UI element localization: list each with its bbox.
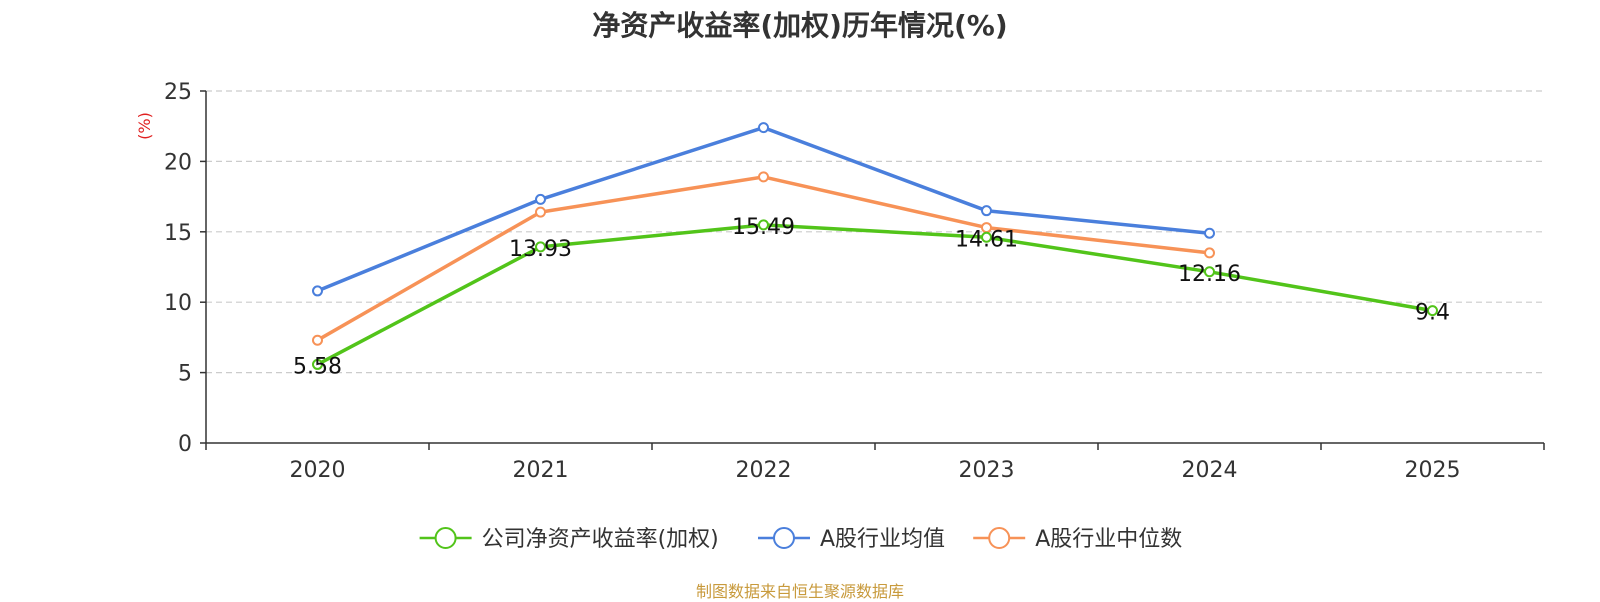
legend-item[interactable]: A股行业中位数 (973, 527, 1182, 552)
y-tick-label: 5 (178, 362, 192, 387)
data-point (535, 241, 546, 253)
y-tick-label: 10 (164, 291, 192, 316)
data-label: 9.4 (1415, 301, 1450, 326)
source-note: 制图数据来自恒生聚源数据库 (695, 582, 904, 601)
x-tick-label: 2025 (1405, 458, 1461, 483)
legend[interactable]: 公司净资产收益率(加权) A股行业均值 A股行业中位数 (419, 527, 1183, 552)
series-line (315, 175, 1212, 342)
y-tick-label: 20 (164, 150, 192, 175)
legend-label: A股行业均值 (820, 527, 945, 552)
legend-circle-icon (773, 527, 795, 549)
x-tick-label: 2021 (513, 458, 569, 483)
x-tick-label: 2020 (290, 458, 346, 483)
gridlines (206, 90, 1544, 374)
data-point (981, 205, 992, 217)
legend-label: 公司净资产收益率(加权) (482, 527, 719, 552)
data-point (1204, 247, 1215, 259)
chart-title: 净资产收益率(加权)历年情况(%) (592, 9, 1008, 42)
data-point (1204, 266, 1215, 278)
x-tick-label: 2024 (1182, 458, 1238, 483)
y-tick-label: 15 (164, 221, 192, 246)
data-labels: 5.58 13.93 15.49 14.61 12.16 9.4 (293, 215, 1450, 380)
data-point (758, 219, 769, 231)
data-point (1204, 227, 1215, 239)
data-label: 14.61 (955, 227, 1018, 252)
data-point (758, 171, 769, 183)
data-point (312, 358, 323, 370)
x-tick-label: 2022 (736, 458, 792, 483)
legend-label: A股行业中位数 (1035, 527, 1182, 552)
y-tick-label: 0 (178, 432, 192, 457)
data-point (535, 206, 546, 218)
y-tick-label: 25 (164, 80, 192, 105)
x-tick-label: 2023 (959, 458, 1015, 483)
data-label: 13.93 (509, 237, 572, 262)
data-point (535, 193, 546, 205)
data-point (312, 285, 323, 297)
data-point (981, 231, 992, 243)
series-line (315, 125, 1212, 293)
series-lines (312, 122, 1438, 370)
series-line (315, 223, 1435, 367)
data-point (312, 334, 323, 346)
data-point (1427, 305, 1438, 317)
legend-circle-icon (434, 527, 457, 549)
data-label: 12.16 (1178, 262, 1241, 287)
data-label: 15.49 (732, 215, 795, 240)
legend-item[interactable]: A股行业均值 (758, 527, 945, 552)
data-label: 5.58 (293, 354, 342, 379)
y-axis-label: (%) (135, 112, 154, 140)
legend-item[interactable]: 公司净资产收益率(加权) (419, 527, 719, 552)
data-point (758, 122, 769, 134)
legend-circle-icon (988, 527, 1011, 549)
